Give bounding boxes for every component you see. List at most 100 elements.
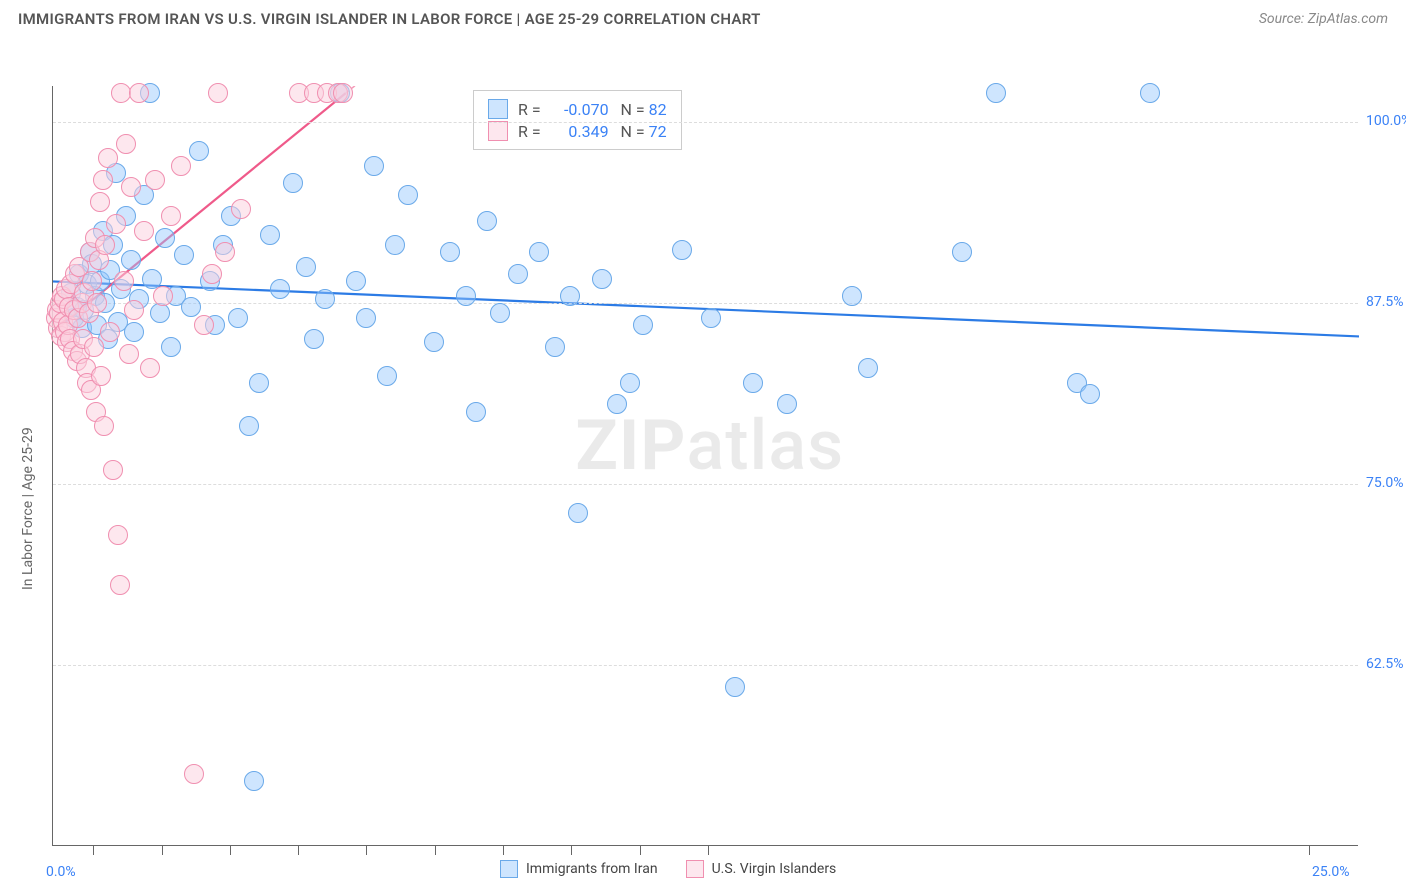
data-point bbox=[986, 83, 1006, 103]
data-point bbox=[114, 271, 134, 291]
correlation-stats-box: R = -0.070 N = 82R = 0.349 N = 72 bbox=[473, 90, 682, 150]
data-point bbox=[304, 329, 324, 349]
data-point bbox=[952, 242, 972, 262]
data-point bbox=[91, 366, 111, 386]
data-point bbox=[129, 83, 149, 103]
data-point bbox=[82, 271, 102, 291]
x-tick-mark bbox=[435, 845, 436, 855]
stats-row: R = 0.349 N = 72 bbox=[488, 121, 667, 141]
data-point bbox=[189, 141, 209, 161]
data-point bbox=[121, 250, 141, 270]
data-point bbox=[672, 240, 692, 260]
x-tick-mark bbox=[571, 845, 572, 855]
data-point bbox=[364, 156, 384, 176]
gridline bbox=[53, 303, 1358, 304]
x-tick-mark bbox=[503, 845, 504, 855]
data-point bbox=[398, 185, 418, 205]
data-point bbox=[228, 308, 248, 328]
x-tick-mark bbox=[298, 845, 299, 855]
data-point bbox=[98, 148, 118, 168]
data-point bbox=[440, 242, 460, 262]
data-point bbox=[466, 402, 486, 422]
x-tick-label: 0.0% bbox=[46, 864, 76, 880]
gridline bbox=[53, 665, 1358, 666]
data-point bbox=[100, 322, 120, 342]
data-point bbox=[94, 416, 114, 436]
data-point bbox=[529, 242, 549, 262]
watermark: ZIPatlas bbox=[575, 405, 844, 487]
data-point bbox=[124, 322, 144, 342]
legend-item: U.S. Virgin Islanders bbox=[686, 860, 837, 878]
data-point bbox=[90, 192, 110, 212]
chart-area: In Labor Force | Age 25-29 ZIPatlas R = … bbox=[0, 30, 1406, 892]
data-point bbox=[208, 83, 228, 103]
data-point bbox=[145, 170, 165, 190]
gridline bbox=[53, 122, 1358, 123]
data-point bbox=[777, 394, 797, 414]
data-point bbox=[119, 344, 139, 364]
x-tick-mark bbox=[640, 845, 641, 855]
data-point bbox=[84, 337, 104, 357]
data-point bbox=[477, 211, 497, 231]
data-point bbox=[95, 235, 115, 255]
series-swatch bbox=[488, 121, 508, 141]
data-point bbox=[315, 289, 335, 309]
data-point bbox=[93, 170, 113, 190]
data-point bbox=[620, 373, 640, 393]
data-point bbox=[231, 199, 251, 219]
data-point bbox=[124, 300, 144, 320]
data-point bbox=[134, 221, 154, 241]
data-point bbox=[508, 264, 528, 284]
data-point bbox=[161, 337, 181, 357]
gridline bbox=[53, 484, 1358, 485]
chart-title: IMMIGRANTS FROM IRAN VS U.S. VIRGIN ISLA… bbox=[18, 10, 761, 28]
y-tick-label: 87.5% bbox=[1366, 294, 1404, 310]
data-point bbox=[592, 269, 612, 289]
y-tick-label: 75.0% bbox=[1366, 475, 1404, 491]
data-point bbox=[1080, 384, 1100, 404]
y-tick-label: 100.0% bbox=[1366, 113, 1406, 129]
data-point bbox=[260, 225, 280, 245]
data-point bbox=[568, 503, 588, 523]
y-tick-label: 62.5% bbox=[1366, 656, 1404, 672]
data-point bbox=[377, 366, 397, 386]
data-point bbox=[560, 286, 580, 306]
data-point bbox=[239, 416, 259, 436]
data-point bbox=[249, 373, 269, 393]
data-point bbox=[153, 286, 173, 306]
data-point bbox=[121, 177, 141, 197]
data-point bbox=[103, 460, 123, 480]
data-point bbox=[385, 235, 405, 255]
x-tick-mark bbox=[230, 845, 231, 855]
data-point bbox=[202, 264, 222, 284]
data-point bbox=[111, 83, 131, 103]
scatter-plot: ZIPatlas R = -0.070 N = 82R = 0.349 N = … bbox=[52, 86, 1358, 846]
data-point bbox=[244, 771, 264, 791]
data-point bbox=[87, 293, 107, 313]
stats-row: R = -0.070 N = 82 bbox=[488, 99, 667, 119]
trend-lines bbox=[53, 86, 1359, 846]
data-point bbox=[171, 156, 191, 176]
data-point bbox=[174, 245, 194, 265]
x-tick-mark bbox=[1309, 845, 1310, 855]
data-point bbox=[424, 332, 444, 352]
data-point bbox=[140, 358, 160, 378]
legend-swatch bbox=[686, 860, 704, 878]
data-point bbox=[194, 315, 214, 335]
data-point bbox=[106, 214, 126, 234]
data-point bbox=[270, 279, 290, 299]
y-axis-label: In Labor Force | Age 25-29 bbox=[20, 427, 36, 590]
data-point bbox=[490, 303, 510, 323]
series-legend: Immigrants from Iran U.S. Virgin Islander… bbox=[500, 860, 836, 878]
data-point bbox=[108, 525, 128, 545]
data-point bbox=[356, 308, 376, 328]
data-point bbox=[842, 286, 862, 306]
data-point bbox=[701, 308, 721, 328]
data-point bbox=[283, 173, 303, 193]
source-label: Source: ZipAtlas.com bbox=[1259, 11, 1388, 27]
data-point bbox=[184, 764, 204, 784]
data-point bbox=[215, 242, 235, 262]
data-point bbox=[346, 271, 366, 291]
data-point bbox=[545, 337, 565, 357]
legend-item: Immigrants from Iran bbox=[500, 860, 658, 878]
